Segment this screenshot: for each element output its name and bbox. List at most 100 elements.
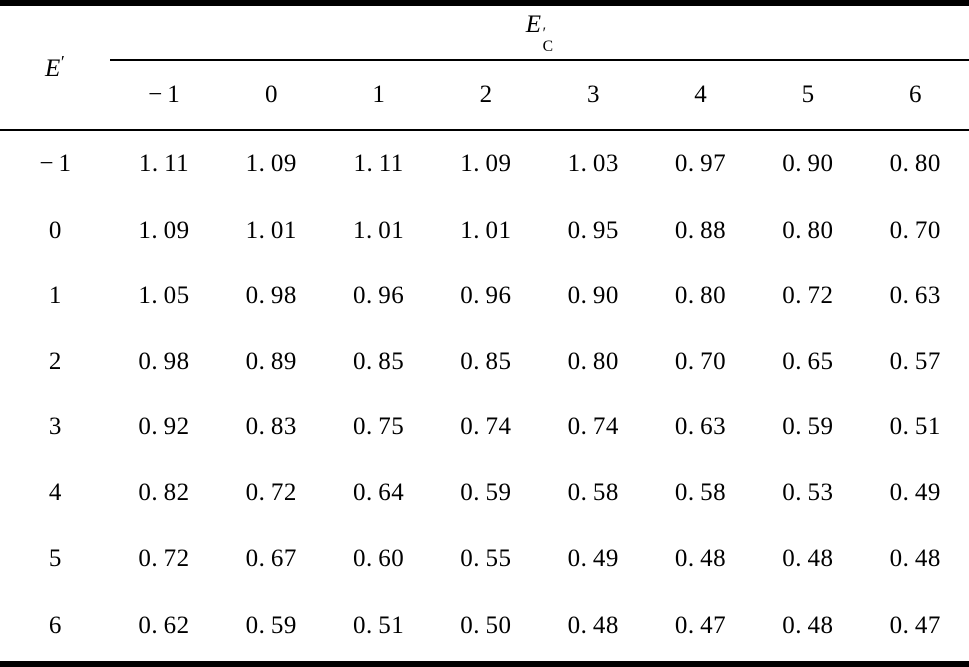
row-variable-symbol: E′	[45, 51, 66, 83]
data-cell: 0. 63	[674, 413, 727, 441]
row-header-cell: 3	[48, 413, 62, 441]
data-cell: 0. 47	[674, 612, 727, 640]
table-body: − 1 1. 11 1. 09 1. 11 1. 09 1. 03 0. 97 0. 90 0.…	[0, 130, 969, 664]
table-row: 1 1. 05 0. 98 0. 96 0. 96 0. 90 0. 80 0. 72 0. 6…	[0, 263, 969, 329]
data-cell: 0. 74	[567, 413, 619, 441]
column-group-label: E ′ C	[110, 3, 969, 61]
data-cell: 0. 80	[889, 150, 941, 178]
table-row: 2 0. 98 0. 89 0. 85 0. 85 0. 80 0. 70 0. 65 0. 5…	[0, 329, 969, 395]
row-header-cell: 2	[48, 347, 62, 375]
data-cell: 0. 57	[889, 347, 941, 375]
data-cell: 1. 01	[460, 216, 512, 244]
data-cell: 0. 70	[674, 347, 727, 375]
data-cell: 0. 75	[352, 413, 405, 441]
data-cell: 0. 98	[245, 282, 297, 310]
data-cell: 0. 51	[352, 612, 405, 640]
data-cell: 0. 98	[138, 347, 190, 375]
column-header-cell: − 1	[110, 60, 218, 131]
data-cell: 0. 88	[674, 216, 727, 244]
data-cell: 0. 97	[674, 150, 727, 178]
row-header-cell: − 1	[39, 150, 71, 178]
column-group-symbol: E ′ C	[525, 11, 554, 56]
data-cell: 0. 72	[138, 544, 190, 572]
table-row: 6 0. 62 0. 59 0. 51 0. 50 0. 48 0. 47 0. 48 0. 4…	[0, 591, 969, 664]
data-cell: 1. 09	[138, 216, 190, 244]
data-cell: 0. 48	[889, 544, 941, 572]
data-cell: 0. 95	[567, 216, 619, 244]
data-cell: 0. 55	[460, 544, 512, 572]
data-cell: 1. 05	[138, 282, 190, 310]
data-cell: 0. 53	[782, 479, 834, 506]
data-cell: 0. 80	[567, 347, 619, 375]
data-cell: 0. 59	[460, 479, 512, 506]
data-cell: 0. 60	[352, 544, 405, 572]
data-cell: 0. 90	[782, 150, 834, 178]
table-row: 0 1. 09 1. 01 1. 01 1. 01 0. 95 0. 88 0. 80 0. 7…	[0, 198, 969, 264]
table-row: 5 0. 72 0. 67 0. 60 0. 55 0. 49 0. 48 0. 48 0. 4…	[0, 526, 969, 592]
row-header-cell: 0	[48, 216, 62, 244]
column-header-cell: 1	[324, 60, 433, 131]
prime-mark: ′	[542, 25, 547, 43]
column-header-cell: 6	[861, 60, 969, 131]
row-header-cell: 1	[48, 282, 62, 310]
data-cell: 0. 90	[567, 282, 619, 310]
column-header-cell: 3	[539, 60, 647, 131]
table-row: − 1 1. 11 1. 09 1. 11 1. 09 1. 03 0. 97 0. 90 0.…	[0, 130, 969, 198]
data-cell: 0. 48	[674, 544, 727, 572]
group-header-row: E′ E ′ C	[0, 3, 969, 131]
data-cell: 0. 63	[889, 282, 941, 310]
row-variable-label: E′	[0, 3, 111, 131]
column-header-cell: 4	[646, 60, 755, 131]
subscript-label: C	[542, 38, 554, 56]
data-cell: 1. 01	[245, 216, 297, 244]
prime-mark: ′	[60, 51, 66, 72]
data-cell: 0. 85	[352, 347, 405, 375]
column-header-cell: 5	[754, 60, 862, 131]
data-cell: 0. 49	[567, 544, 619, 572]
column-header-cell: 0	[217, 60, 325, 131]
data-cell: 0. 49	[889, 479, 941, 506]
data-cell: 1. 11	[353, 150, 404, 178]
data-cell: 0. 96	[460, 282, 512, 310]
data-cell: 0. 47	[889, 612, 941, 640]
prime-subscript-stack: ′ C	[542, 25, 554, 56]
data-cell: 0. 50	[460, 612, 512, 640]
data-cell: 1. 01	[352, 216, 405, 244]
data-cell: 0. 80	[674, 282, 727, 310]
data-cell: 1. 03	[567, 150, 619, 178]
table-row: 4 0. 82 0. 72 0. 64 0. 59 0. 58 0. 58 0. 53 0. 4…	[0, 460, 969, 526]
data-cell: 0. 85	[460, 347, 512, 375]
data-cell: 0. 51	[889, 413, 941, 441]
data-cell: 0. 65	[782, 347, 834, 375]
data-cell: 0. 72	[245, 479, 297, 506]
data-cell: 0. 74	[460, 413, 512, 441]
data-cell: 0. 83	[245, 413, 297, 441]
data-cell: 0. 62	[138, 612, 190, 640]
data-cell: 0. 80	[782, 216, 834, 244]
row-header-cell: 5	[48, 544, 62, 572]
data-cell: 0. 92	[138, 413, 190, 441]
data-cell: 0. 89	[245, 347, 297, 375]
column-header-cell: 2	[432, 60, 540, 131]
data-cell: 0. 59	[782, 413, 834, 441]
data-cell: 0. 70	[889, 216, 941, 244]
data-cell: 0. 64	[352, 479, 405, 506]
data-cell: 0. 82	[138, 479, 190, 506]
data-cell: 1. 09	[245, 150, 297, 178]
data-cell: 0. 72	[782, 282, 834, 310]
row-header-cell: 4	[48, 479, 62, 506]
data-cell: 1. 11	[138, 150, 190, 178]
data-cell: 0. 59	[245, 612, 297, 640]
row-header-cell: 6	[48, 612, 62, 640]
data-cell: 1. 09	[460, 150, 512, 178]
data-cell: 0. 67	[245, 544, 297, 572]
table-row: 3 0. 92 0. 83 0. 75 0. 74 0. 74 0. 63 0. 59 0. 5…	[0, 395, 969, 461]
data-cell: 0. 48	[782, 544, 834, 572]
data-cell: 0. 96	[352, 282, 405, 310]
data-cell: 0. 58	[674, 479, 727, 506]
data-cell: 0. 48	[567, 612, 619, 640]
data-cell: 0. 58	[567, 479, 619, 506]
